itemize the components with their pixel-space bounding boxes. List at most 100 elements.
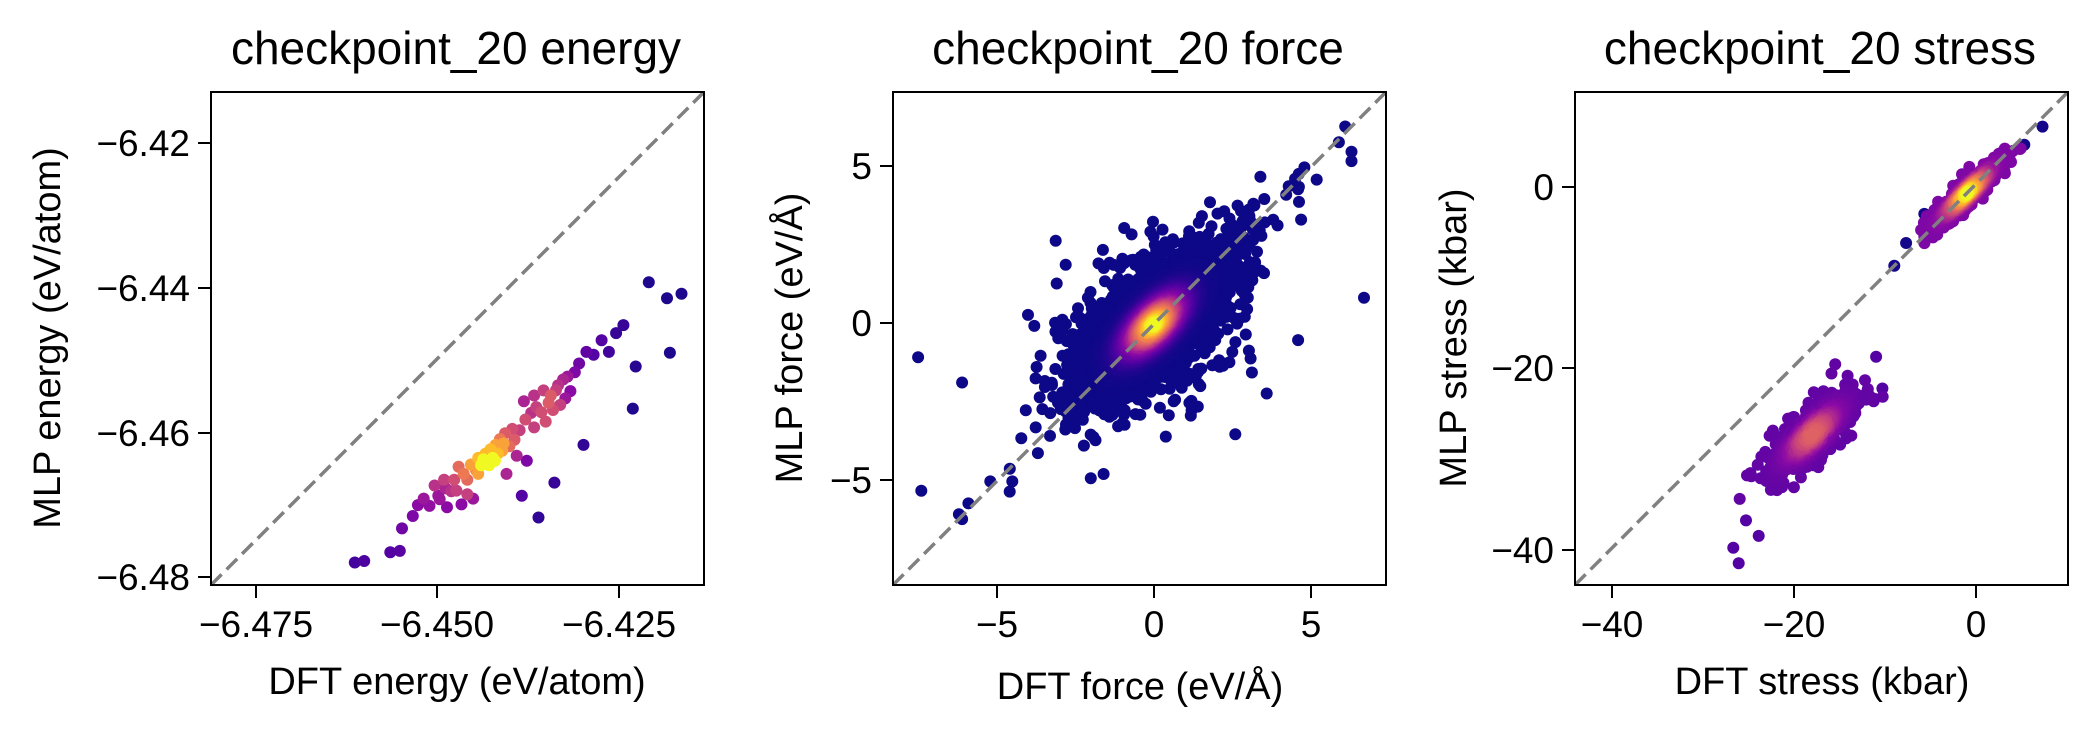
energy-point — [348, 556, 361, 569]
force-point — [1292, 334, 1305, 347]
energy-point — [528, 389, 541, 402]
energy-ytick-label: −6.42 — [96, 123, 190, 164]
energy-point — [528, 421, 541, 434]
force-point — [956, 376, 969, 389]
stress-point — [1752, 529, 1765, 542]
energy-point — [500, 467, 513, 480]
energy-point — [448, 473, 461, 486]
force-point — [1204, 196, 1216, 209]
force-point — [915, 484, 928, 497]
energy-point — [580, 345, 593, 358]
force-point — [1029, 372, 1042, 385]
energy-point — [406, 510, 419, 522]
stress-panel: checkpoint_20 stress −40 −20 0 DFT stres… — [1433, 22, 2070, 703]
force-point — [1226, 345, 1239, 358]
force-point — [1097, 468, 1110, 480]
force-point — [1229, 336, 1242, 349]
stress-points — [1727, 120, 2049, 570]
energy-panel: checkpoint_20 energy −6.475 −6.450 −6.42… — [27, 22, 706, 703]
force-ytick-label: 0 — [851, 303, 872, 344]
force-point — [1077, 439, 1090, 452]
energy-point — [510, 449, 523, 462]
energy-point — [602, 345, 615, 358]
energy-title: checkpoint_20 energy — [231, 22, 681, 74]
force-xlabel: DFT force (eV/Å) — [997, 664, 1283, 708]
force-point — [1049, 234, 1062, 247]
force-point — [1096, 243, 1109, 256]
energy-x-axis: −6.475 −6.450 −6.425 DFT energy (eV/atom… — [199, 585, 676, 703]
stress-point — [1740, 514, 1752, 527]
stress-title: checkpoint_20 stress — [1604, 22, 2036, 74]
force-point — [1044, 407, 1057, 420]
force-title: checkpoint_20 force — [932, 22, 1344, 74]
energy-point — [438, 473, 451, 486]
energy-point — [577, 438, 590, 451]
force-point — [1293, 195, 1305, 208]
energy-point — [384, 546, 397, 559]
force-point — [1345, 155, 1358, 168]
energy-xtick-label: −6.475 — [199, 604, 313, 645]
energy-point — [661, 292, 673, 305]
energy-point — [457, 467, 470, 480]
stress-point — [1825, 367, 1838, 380]
force-point — [1358, 291, 1370, 304]
stress-point — [1870, 350, 1883, 363]
force-point — [1254, 170, 1267, 183]
force-point — [1192, 216, 1205, 229]
energy-point — [535, 406, 548, 419]
force-point — [1059, 258, 1072, 271]
force-point — [912, 351, 925, 364]
force-point — [1019, 404, 1032, 417]
force-xtick-label: 5 — [1301, 604, 1322, 645]
energy-point — [455, 498, 468, 511]
force-point — [1156, 223, 1169, 236]
energy-xlabel: DFT energy (eV/atom) — [268, 661, 645, 703]
stress-point — [1732, 557, 1745, 570]
energy-y-axis: −6.48 −6.46 −6.44 −6.42 MLP energy (eV/a… — [27, 123, 211, 598]
force-point — [1246, 223, 1259, 236]
energy-point — [432, 489, 445, 502]
energy-point — [626, 402, 639, 415]
force-point — [1003, 485, 1016, 498]
stress-point — [1727, 541, 1740, 554]
force-point — [1033, 391, 1046, 404]
force-point — [1030, 361, 1043, 373]
force-point — [1084, 428, 1097, 441]
force-point — [1310, 173, 1323, 186]
force-point — [1129, 408, 1142, 421]
energy-xtick-label: −6.450 — [380, 604, 494, 645]
stress-point — [2036, 120, 2049, 133]
energy-point — [663, 346, 676, 359]
force-point — [1242, 344, 1255, 357]
energy-point — [544, 389, 557, 402]
energy-point — [629, 360, 642, 373]
energy-point — [461, 488, 474, 501]
energy-point — [595, 334, 608, 347]
force-point — [1050, 277, 1063, 290]
energy-point — [532, 511, 545, 524]
force-x-axis: −5 0 5 DFT force (eV/Å) — [976, 585, 1321, 708]
force-point — [1235, 221, 1248, 233]
force-points — [912, 120, 1370, 526]
energy-point — [515, 489, 528, 502]
energy-point — [642, 276, 655, 289]
force-point — [1332, 136, 1345, 149]
energy-ytick-label: −6.46 — [96, 413, 190, 454]
energy-point — [610, 327, 623, 340]
force-ytick-label: 5 — [851, 146, 872, 187]
force-point — [1029, 421, 1042, 434]
energy-point — [417, 492, 430, 505]
energy-point — [497, 437, 510, 450]
force-point — [1206, 359, 1219, 372]
stress-point — [1900, 237, 1913, 249]
force-point — [1153, 401, 1166, 414]
energy-point — [539, 415, 552, 428]
energy-point — [675, 287, 688, 300]
force-point — [956, 513, 969, 526]
force-point — [1125, 228, 1138, 241]
force-point — [1292, 180, 1305, 193]
energy-ylabel: MLP energy (eV/atom) — [27, 147, 69, 529]
energy-point — [488, 454, 501, 467]
force-point — [1260, 387, 1273, 400]
